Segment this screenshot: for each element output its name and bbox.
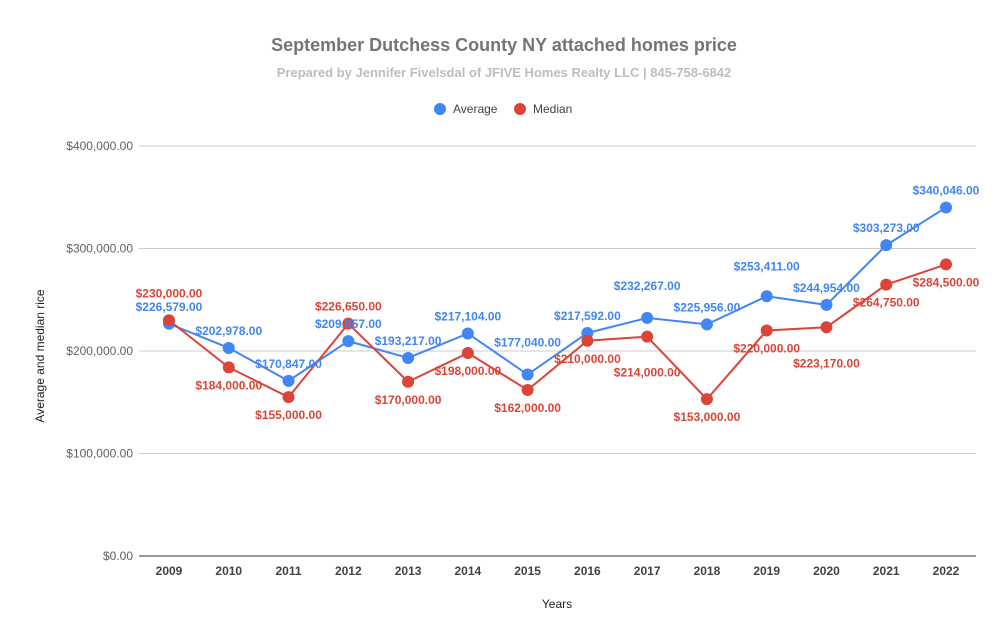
data-label-average: $253,411.00 <box>734 259 800 273</box>
data-point-average <box>700 318 713 331</box>
x-tick-label: 2020 <box>813 564 840 578</box>
data-label-average: $209,657.00 <box>315 317 382 331</box>
data-label-average: $217,104.00 <box>434 309 501 323</box>
data-label-average: $193,217.00 <box>375 334 442 348</box>
data-label-average: $217,592.00 <box>554 309 621 323</box>
data-label-average: $225,956.00 <box>674 300 741 314</box>
data-label-median: $170,000.00 <box>375 393 442 407</box>
y-tick-label: $300,000.00 <box>66 242 133 256</box>
data-point-average <box>820 298 833 311</box>
data-label-average: $340,046.00 <box>913 183 980 197</box>
legend-label-median: Median <box>533 102 572 116</box>
data-point-median <box>760 324 773 337</box>
data-label-median: $155,000.00 <box>255 408 322 422</box>
data-label-median: $223,170.00 <box>793 356 860 370</box>
data-label-average: $232,267.00 <box>614 279 681 293</box>
x-tick-label: 2014 <box>454 564 481 578</box>
x-tick-label: 2015 <box>514 564 541 578</box>
y-tick-label: $0.00 <box>103 549 133 563</box>
data-point-median <box>402 375 415 388</box>
x-tick-label: 2010 <box>215 564 242 578</box>
data-point-median <box>282 391 295 404</box>
data-label-median: $210,000.00 <box>554 352 621 366</box>
x-tick-label: 2016 <box>574 564 601 578</box>
data-label-median: $162,000.00 <box>494 401 561 415</box>
y-tick-label: $200,000.00 <box>66 344 133 358</box>
data-point-median <box>581 334 594 347</box>
data-point-median <box>461 347 474 360</box>
data-point-average <box>402 351 415 364</box>
data-label-average: $226,579.00 <box>136 300 203 314</box>
data-point-average <box>461 327 474 340</box>
x-tick-label: 2013 <box>395 564 422 578</box>
data-point-median <box>222 361 235 374</box>
x-tick-label: 2009 <box>156 564 183 578</box>
data-point-median <box>940 258 952 271</box>
data-label-median: $226,650.00 <box>315 300 382 314</box>
legend-marker-average <box>434 103 446 115</box>
data-label-average: $303,273.00 <box>853 221 920 235</box>
data-point-median <box>820 321 833 334</box>
data-label-median: $284,500.00 <box>913 275 980 289</box>
data-point-median <box>342 317 355 330</box>
x-tick-label: 2017 <box>634 564 661 578</box>
legend-label-average: Average <box>453 102 498 116</box>
data-label-median: $264,750.00 <box>853 296 920 310</box>
x-tick-label: 2012 <box>335 564 362 578</box>
data-point-median <box>163 314 175 327</box>
x-tick-label: 2021 <box>873 564 900 578</box>
data-label-median: $184,000.00 <box>195 378 262 392</box>
x-tick-label: 2019 <box>753 564 780 578</box>
data-label-average: $177,040.00 <box>494 336 561 350</box>
data-label-median: $198,000.00 <box>434 364 501 378</box>
data-point-median <box>700 393 713 406</box>
data-point-average <box>880 239 893 252</box>
x-tick-label: 2011 <box>276 564 302 578</box>
data-label-average: $170,847.00 <box>255 357 322 371</box>
data-point-average <box>282 374 295 387</box>
data-label-median: $220,000.00 <box>733 342 800 356</box>
legend: Average Median <box>434 102 572 116</box>
data-label-average: $244,954.00 <box>793 281 860 295</box>
data-point-median <box>641 330 654 343</box>
data-point-average <box>342 335 355 348</box>
data-point-median <box>521 383 534 396</box>
data-point-median <box>880 278 893 291</box>
data-label-average: $202,978.00 <box>195 324 262 338</box>
x-tick-label: 2018 <box>694 564 721 578</box>
data-label-median: $153,000.00 <box>674 410 741 424</box>
y-tick-label: $100,000.00 <box>66 447 133 461</box>
data-point-average <box>222 341 235 354</box>
y-axis-label: Average and median rice <box>33 289 47 423</box>
data-point-average <box>940 201 952 214</box>
data-label-median: $214,000.00 <box>614 366 681 380</box>
series-line-average <box>168 206 947 383</box>
chart-subtitle: Prepared by Jennifer Fivelsdal of JFIVE … <box>277 65 732 80</box>
y-tick-label: $400,000.00 <box>66 139 133 153</box>
chart-title: September Dutchess County NY attached ho… <box>271 35 737 55</box>
data-label-median: $230,000.00 <box>136 286 203 300</box>
x-axis-label: Years <box>542 597 572 611</box>
legend-marker-median <box>514 103 526 115</box>
data-point-average <box>641 311 654 324</box>
data-point-average <box>760 290 773 303</box>
data-point-average <box>521 368 534 381</box>
series-line-median <box>168 263 947 401</box>
x-tick-label: 2022 <box>933 564 960 578</box>
